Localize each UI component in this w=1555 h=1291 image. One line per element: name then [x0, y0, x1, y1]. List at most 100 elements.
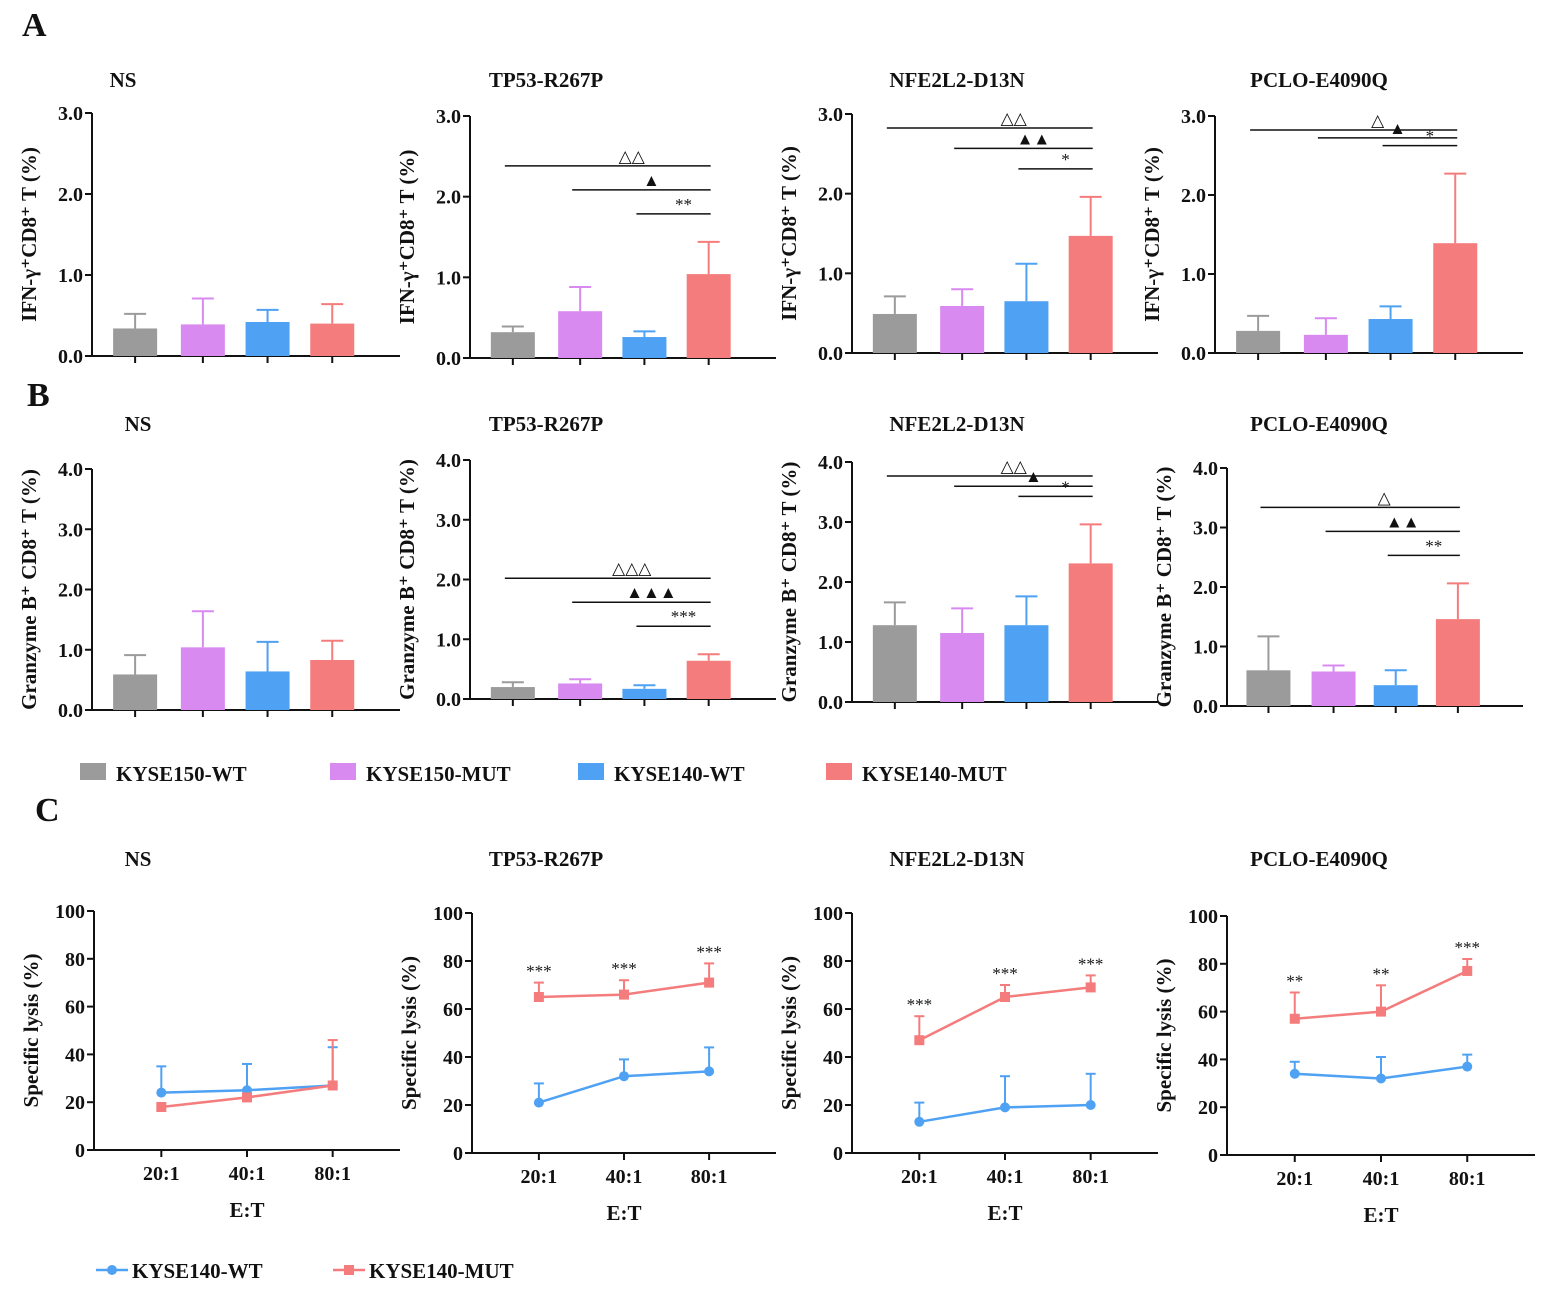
y-tick-label: 3.0 [1181, 106, 1206, 128]
significance-marker: ▲ [1025, 467, 1042, 486]
y-tick-label: 4.0 [1193, 458, 1218, 480]
chart-a-nfe2l2-d13n: NFE2L2-D13N 0.0 1.0 2.0 3.0 IFN-γ⁺CD8⁺ T (%) △… [777, 68, 1158, 365]
y-tick-label: 0.0 [436, 348, 461, 370]
bar-kyse140-wt [1004, 301, 1049, 353]
y-tick-label: 0.0 [58, 700, 83, 722]
chart-title: TP53-R267P [489, 68, 603, 92]
y-tick-label: 60 [1198, 1002, 1218, 1024]
chart-title: NS [125, 412, 152, 436]
significance-marker: *** [1078, 954, 1104, 973]
x-tick-label: 20:1 [521, 1166, 558, 1188]
x-tick-label: 80:1 [314, 1163, 351, 1185]
bar-kyse150-mut [940, 633, 985, 702]
bar-kyse150-mut [180, 647, 225, 710]
x-tick-label: 20:1 [1276, 1168, 1313, 1190]
series-kyse140-mut [1289, 958, 1473, 1024]
y-tick-label: 2.0 [818, 572, 843, 594]
bar-kyse140-mut [1068, 235, 1113, 353]
bar-kyse140-wt [622, 688, 667, 699]
y-tick-label: 80 [443, 951, 463, 973]
legend-label: KYSE140-WT [614, 762, 745, 786]
bar-kyse150-wt [1236, 330, 1281, 353]
data-point-square [533, 992, 544, 1002]
y-tick-label: 2.0 [436, 187, 461, 209]
y-tick-label: 1.0 [1181, 264, 1206, 286]
significance-marker: ** [1425, 536, 1442, 555]
chart-a-tp53-r267p: TP53-R267P 0.0 1.0 2.0 3.0 IFN-γ⁺CD8⁺ T (%) △△… [395, 68, 776, 370]
data-point-square [327, 1080, 338, 1091]
significance-marker: *** [611, 959, 637, 978]
x-axis-label: E:T [987, 1201, 1022, 1225]
data-point-square [156, 1101, 167, 1112]
significance-marker: *** [671, 607, 697, 626]
legend-item-kyse140-wt: KYSE140-WT [578, 762, 745, 786]
y-axis-label: IFN-γ⁺CD8⁺ T (%) [777, 146, 801, 321]
chart-a-ns: NS 0.0 1.0 2.0 3.0 IFN-γ⁺CD8⁺ T (%) [17, 68, 400, 368]
chart-c-nfe2l2-d13n: NFE2L2-D13N 0 20 40 60 80 100 Specific lysis (%… [777, 847, 1158, 1225]
significance-marker: * [1061, 477, 1070, 496]
chart-title: NS [110, 68, 137, 92]
significance-marker: ▲ [1389, 119, 1406, 138]
data-point-circle [1000, 1102, 1010, 1113]
chart-c-ns: NS 0 20 40 60 80 100 Specific lysis (%) 20:1 40:1… [19, 847, 400, 1222]
significance-marker: ▲▲ [1017, 129, 1051, 148]
significance-marker: ** [1286, 971, 1303, 990]
y-tick-label: 20 [443, 1095, 463, 1117]
y-tick-label: 0.0 [436, 689, 461, 711]
data-point-square [1462, 965, 1473, 976]
chart-title: NS [125, 847, 152, 871]
legend-label: KYSE150-WT [116, 762, 247, 786]
chart-c-tp53-r267p: TP53-R267P 0 20 40 60 80 100 Specific lysis (%)… [397, 847, 776, 1225]
data-point-square [619, 989, 629, 1000]
y-tick-label: 0 [833, 1143, 843, 1165]
y-tick-label: 3.0 [58, 103, 83, 125]
y-tick-label: 40 [443, 1047, 463, 1069]
x-axis-label: E:T [1363, 1203, 1398, 1227]
y-tick-label: 1.0 [818, 263, 843, 285]
bar-kyse140-wt [622, 337, 667, 358]
chart-title: TP53-R267P [489, 412, 603, 436]
chart-title: NFE2L2-D13N [889, 68, 1024, 92]
panel-letter-a: A [22, 7, 47, 44]
x-tick-label: 20:1 [143, 1163, 180, 1185]
y-tick-label: 80 [65, 949, 85, 971]
significance-marker: ▲▲ [1386, 512, 1420, 531]
x-axis-label: E:T [606, 1201, 641, 1225]
chart-title: PCLO-E4090Q [1250, 847, 1388, 871]
x-tick-label: 20:1 [901, 1166, 938, 1188]
y-tick-label: 80 [823, 951, 843, 973]
y-tick-label: 100 [813, 903, 843, 925]
series-kyse140-mut [156, 1039, 338, 1112]
bar-kyse150-wt [872, 313, 917, 353]
legend-swatch [826, 763, 852, 780]
significance-marker: △△ [1001, 457, 1028, 476]
chart-b-pclo-e4090q: PCLO-E4090Q 0.0 1.0 2.0 3.0 4.0 Granzyme B⁺ CD… [1152, 412, 1523, 718]
data-point-square [914, 1035, 925, 1046]
y-axis-label: Granzyme B⁺ CD8⁺ T (%) [17, 469, 41, 710]
bar-kyse150-mut [180, 324, 225, 356]
chart-title: NFE2L2-D13N [889, 847, 1024, 871]
data-point-circle [1289, 1068, 1300, 1079]
x-tick-label: 40:1 [1363, 1168, 1400, 1190]
data-point-square [1000, 992, 1010, 1002]
legend-marker-circle [107, 1265, 117, 1275]
data-point-circle [1376, 1073, 1386, 1084]
y-tick-label: 3.0 [58, 519, 83, 541]
data-point-square [704, 977, 715, 988]
series-kyse140-wt [914, 1072, 1096, 1127]
data-point-circle [533, 1097, 544, 1108]
y-axis-label: Specific lysis (%) [777, 956, 801, 1110]
data-point-circle [914, 1116, 925, 1127]
y-tick-label: 0.0 [1181, 343, 1206, 365]
significance-marker: *** [907, 995, 933, 1014]
legend-marker-square [344, 1265, 354, 1275]
significance-marker: *** [526, 962, 552, 981]
y-axis-label: IFN-γ⁺CD8⁺ T (%) [17, 147, 41, 322]
y-tick-label: 0 [75, 1140, 85, 1162]
data-point-circle [1085, 1100, 1096, 1110]
data-point-square [242, 1092, 252, 1103]
x-tick-label: 80:1 [691, 1166, 728, 1188]
bar-kyse140-wt [1004, 625, 1049, 702]
y-tick-label: 0.0 [818, 343, 843, 365]
